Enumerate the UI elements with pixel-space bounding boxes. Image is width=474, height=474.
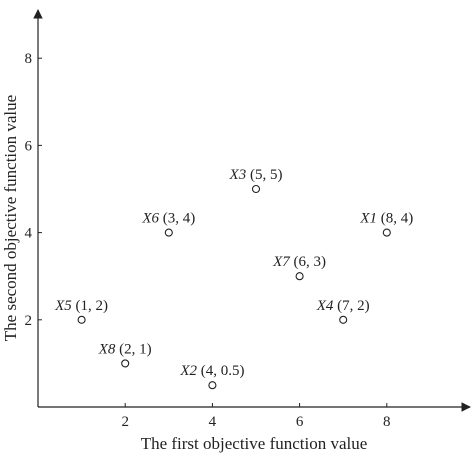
scatter-point-x6 bbox=[164, 228, 173, 237]
x-tick-label: 4 bbox=[209, 414, 217, 430]
x-tick-label: 6 bbox=[296, 414, 304, 430]
point-label-x4: X4 (7, 2) bbox=[316, 298, 370, 314]
data-points: X1 (8, 4) X2 (4, 0.5) X3 (5, 5) X4 (7, 2) X5… bbox=[54, 167, 413, 390]
point-label-x1: X1 (8, 4) bbox=[359, 211, 413, 227]
x-tick-label: 8 bbox=[383, 414, 391, 430]
point-label-x6: X6 (3, 4) bbox=[141, 211, 195, 227]
x-axis-title: The first objective function value bbox=[141, 434, 368, 453]
point-label-x2: X2 (4, 0.5) bbox=[179, 363, 244, 379]
scatter-point-x5 bbox=[77, 315, 86, 324]
x-tick-label: 2 bbox=[121, 414, 129, 430]
point-label-x7: X7 (6, 3) bbox=[272, 254, 326, 270]
y-axis-title: The second objective function value bbox=[1, 95, 20, 341]
y-ticks: 2 4 6 8 bbox=[25, 51, 42, 329]
scatter-point-x3 bbox=[251, 184, 261, 194]
point-label-x5: X5 (1, 2) bbox=[54, 298, 108, 314]
x-ticks: 2 4 6 8 bbox=[121, 403, 391, 430]
point-label-x8: X8 (2, 1) bbox=[98, 341, 152, 357]
scatter-point-x1 bbox=[382, 228, 391, 237]
scatter-point-x8 bbox=[121, 359, 130, 368]
scatter-point-x4 bbox=[339, 315, 348, 324]
scatter-point-x7 bbox=[295, 272, 304, 281]
scatter-point-x2 bbox=[208, 381, 217, 390]
point-label-x3: X3 (5, 5) bbox=[229, 167, 283, 183]
y-tick-label: 8 bbox=[25, 51, 33, 67]
y-tick-label: 6 bbox=[25, 138, 33, 154]
y-tick-label: 4 bbox=[25, 226, 33, 242]
y-tick-label: 2 bbox=[25, 313, 33, 329]
